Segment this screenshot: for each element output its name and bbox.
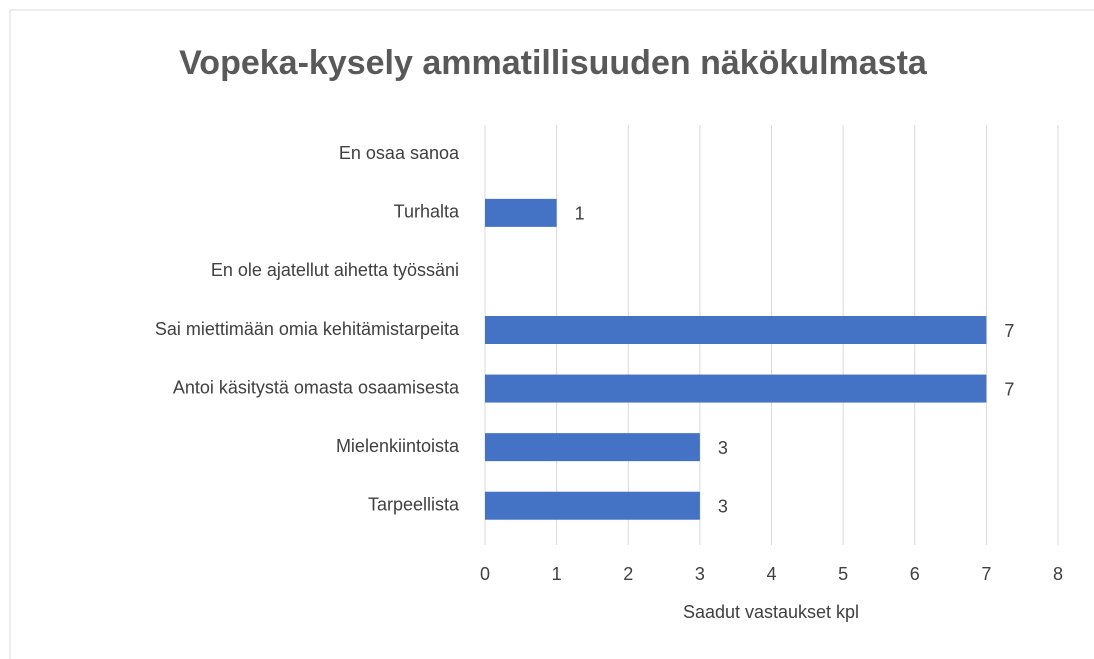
y-tick-label: Sai miettimään omia kehitämistarpeita [155,319,460,339]
x-tick-label: 6 [910,564,920,584]
data-label: 3 [718,496,728,516]
x-tick-label: 0 [480,564,490,584]
y-tick-label: Tarpeellista [368,494,460,514]
data-label: 3 [718,438,728,458]
x-tick-label: 3 [695,564,705,584]
x-tick-label: 7 [981,564,991,584]
x-axis-title: Saadut vastaukset kpl [683,602,859,622]
bar [485,316,987,344]
y-tick-label: En osaa sanoa [339,143,460,163]
x-tick-label: 1 [552,564,562,584]
y-tick-label: Mielenkiintoista [336,436,460,456]
data-label: 7 [1004,379,1014,399]
data-label: 1 [575,204,585,224]
data-label: 7 [1004,321,1014,341]
x-tick-label: 4 [766,564,776,584]
y-tick-label: En ole ajatellut aihetta työssäni [211,260,459,280]
y-tick-label: Antoi käsitystä omasta osaamisesta [173,377,460,397]
bar [485,198,557,227]
chart-title: Vopeka-kysely ammatillisuuden näkökulmas… [179,44,928,82]
x-tick-label: 2 [623,564,633,584]
y-tick-label: Turhalta [394,202,460,222]
bar [485,491,700,520]
x-tick-label: 5 [838,564,848,584]
bar [485,374,987,403]
x-tick-label: 8 [1053,564,1063,584]
bar [485,433,700,462]
